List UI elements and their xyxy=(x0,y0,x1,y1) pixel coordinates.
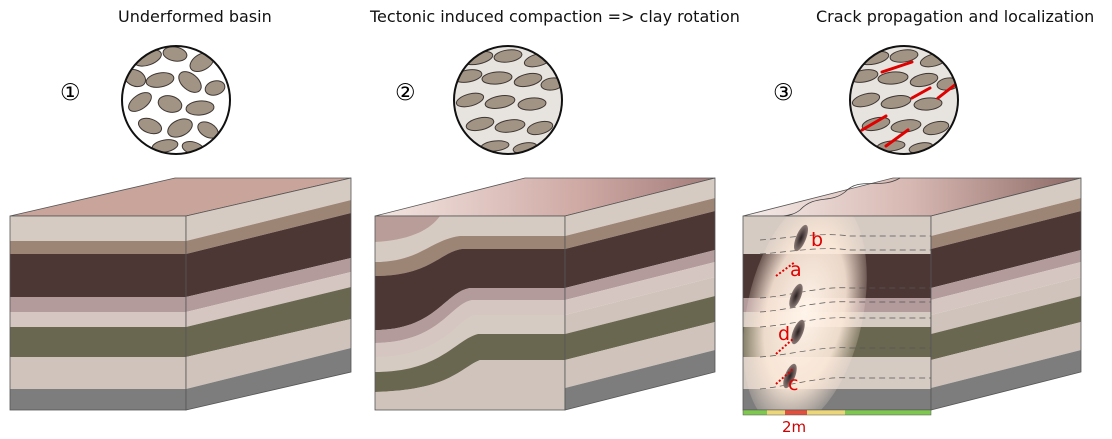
block-2-front-face xyxy=(374,215,566,411)
panel-3-title: Crack propagation and localization xyxy=(816,7,1095,26)
fault-label-d: d xyxy=(778,323,790,345)
step-2-number: ② xyxy=(395,80,416,106)
fault-labels: b a d c xyxy=(778,229,823,395)
block-1 xyxy=(9,177,352,411)
scale-bar-label: 2m xyxy=(782,418,807,436)
block-3-bedding-lines xyxy=(759,234,931,390)
block-2-side-face xyxy=(564,177,716,411)
block-3-side-face xyxy=(930,177,1082,411)
panel-1-title: Underformed basin xyxy=(118,7,272,26)
block-1-side-face xyxy=(185,177,352,411)
inset-circle-1 xyxy=(121,45,231,155)
block-2 xyxy=(374,177,716,411)
clay-grains-2 xyxy=(454,46,562,154)
fault-lens-c xyxy=(783,363,797,389)
clay-grains-1 xyxy=(122,46,230,154)
block-3-front-face xyxy=(742,215,932,411)
scale-bar xyxy=(742,409,932,416)
red-microcracks xyxy=(860,60,958,148)
clay-grains-3 xyxy=(850,46,958,154)
step-3-number: ③ xyxy=(773,80,794,106)
fault-lens-b xyxy=(794,224,808,252)
block-3: b a d c xyxy=(742,177,1082,416)
panel-2-title: Tectonic induced compaction => clay rota… xyxy=(370,7,740,26)
block-1-front-face xyxy=(9,215,187,411)
fault-lens-d xyxy=(791,319,805,345)
inset-circle-3 xyxy=(849,45,959,155)
step-1-number: ① xyxy=(60,80,81,106)
red-dotted-faults xyxy=(775,261,796,385)
fault-label-a: a xyxy=(790,259,802,281)
fault-label-c: c xyxy=(788,373,798,395)
fault-label-b: b xyxy=(811,229,823,251)
fault-lens-a xyxy=(789,283,803,309)
inset-circle-2 xyxy=(453,45,563,155)
